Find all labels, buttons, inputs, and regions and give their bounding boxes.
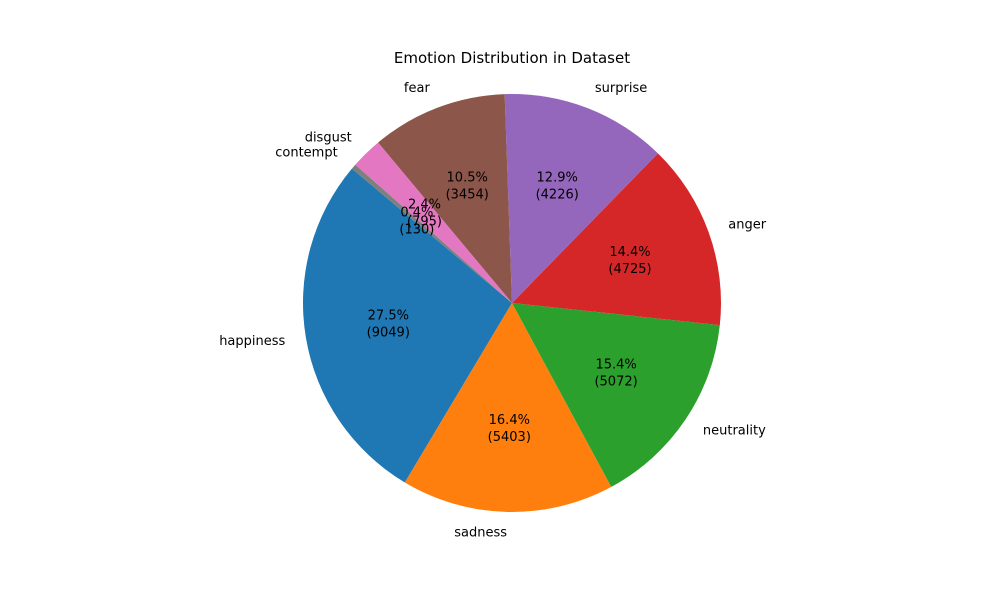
slice-count-fear: (3454) [446,187,489,202]
slice-count-sadness: (5403) [488,430,531,445]
slice-count-anger: (4725) [608,262,651,277]
slice-label-sadness: sadness [454,525,507,540]
pie-slices [303,94,721,513]
slice-count-happiness: (9049) [367,325,410,340]
slice-count-disgust: (795) [407,215,442,230]
slice-count-contempt: (130) [399,223,434,238]
slice-percent-disgust: 2.4% [408,198,441,213]
chart-title: Emotion Distribution in Dataset [394,49,630,67]
slice-percent-anger: 14.4% [609,245,650,260]
slice-percent-fear: 10.5% [447,170,488,185]
pie-slice-disgust [355,142,512,303]
pie-slice-sadness [404,303,612,513]
slice-label-anger: anger [728,218,766,233]
slice-count-surprise: (4226) [536,188,579,203]
slice-label-surprise: surprise [595,81,647,96]
slice-percent-contempt: 0.4% [400,206,433,221]
slice-label-contempt: contempt [275,146,337,161]
slice-label-fear: fear [404,81,431,96]
pie-slice-happiness [303,168,512,483]
slice-label-neutrality: neutrality [703,424,766,439]
slice-percent-neutrality: 15.4% [595,357,636,372]
pie-slice-fear [378,94,512,303]
slice-label-disgust: disgust [305,131,352,146]
pie-slice-surprise [504,94,658,303]
slice-label-happiness: happiness [219,334,285,349]
slice-percent-surprise: 12.9% [537,171,578,186]
pie-slice-contempt [351,164,512,303]
pie-slice-anger [512,153,721,326]
slice-percent-happiness: 27.5% [368,308,409,323]
pie-slice-neutrality [512,303,720,487]
slice-percent-sadness: 16.4% [489,413,530,428]
slice-count-neutrality: (5072) [594,374,637,389]
pie-labels: happiness 27.5% (9049) sadness 16.4% (5403) ne… [219,81,767,540]
